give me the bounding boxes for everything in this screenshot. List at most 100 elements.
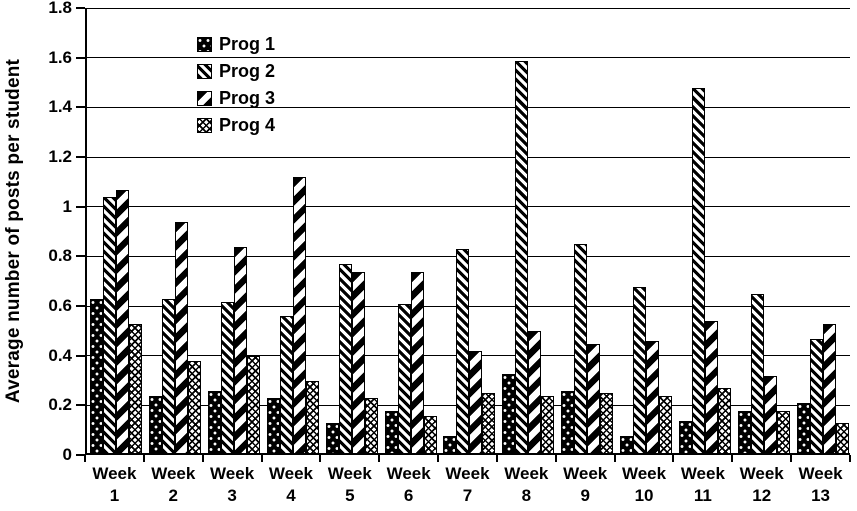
legend-label: Prog 4 [219, 115, 276, 135]
bar-prog-3 [469, 351, 483, 453]
x-label-line1: Week [210, 464, 255, 483]
y-tick-label: 0 [62, 445, 72, 464]
bar-group-week-10 [617, 286, 676, 453]
bar-group-week-13 [793, 323, 852, 453]
x-tick-mark [319, 455, 322, 462]
x-label-line2: 3 [227, 486, 237, 505]
y-tick-mark [76, 404, 85, 407]
y-tick-mark [76, 156, 85, 158]
y-tick-mark [76, 7, 85, 9]
y-tick-label: 1 [62, 196, 72, 216]
legend-item-prog-2: Prog 2 [197, 58, 275, 85]
bar-prog-1 [502, 373, 516, 453]
x-label-line1: Week [151, 464, 196, 483]
x-tick-label: Week 6 [379, 463, 438, 507]
y-tick-label: 0.6 [48, 296, 72, 315]
y-tick-mark [76, 56, 85, 59]
bar-prog-3 [822, 323, 836, 453]
bar-prog-3 [528, 331, 542, 453]
x-label-line1: Week [739, 464, 784, 483]
x-tick-label: Week 8 [497, 463, 556, 507]
bar-prog-4 [423, 415, 437, 453]
legend-label: Prog 3 [219, 88, 276, 108]
bar-prog-2 [515, 60, 529, 453]
bar-prog-1 [620, 435, 634, 453]
x-label-line2: 1 [109, 486, 120, 505]
x-tick-label: Week 10 [615, 463, 674, 507]
x-tick-mark [378, 455, 381, 462]
bar-prog-3 [704, 321, 718, 453]
bar-prog-1 [443, 435, 457, 453]
x-tick-label: Week 13 [791, 463, 850, 507]
y-tick-mark [76, 354, 85, 357]
bar-prog-2 [456, 249, 470, 453]
x-tick-label: Week 4 [262, 463, 321, 507]
bar-prog-3 [116, 189, 130, 453]
bar-group-week-1 [87, 189, 146, 453]
bar-prog-2 [574, 244, 588, 453]
bar-prog-4 [717, 388, 731, 453]
bar-group-week-5 [322, 264, 381, 453]
bar-prog-4 [364, 398, 378, 453]
bar-prog-3 [587, 343, 601, 453]
legend-item-prog-3: Prog 3 [197, 85, 275, 112]
bar-prog-1 [325, 423, 339, 453]
bar-group-week-3 [205, 246, 264, 453]
x-label-line1: Week [680, 464, 725, 483]
bar-prog-4 [600, 393, 614, 453]
x-tick-mark [554, 455, 557, 462]
gridline [87, 106, 850, 108]
y-tick-label: 0.4 [48, 345, 72, 365]
x-label-line2: 13 [811, 486, 831, 505]
gridline [87, 57, 850, 59]
x-label-line2: 6 [403, 486, 414, 505]
legend-swatch-diamond-check [197, 118, 212, 133]
x-label-line2: 12 [752, 486, 772, 505]
bar-prog-2 [397, 304, 411, 453]
bar-prog-1 [678, 420, 692, 453]
bar-prog-3 [175, 222, 189, 453]
x-tick-mark [495, 455, 498, 462]
x-label-line2: 5 [345, 486, 355, 505]
x-tick-label: Week 12 [732, 463, 791, 507]
x-tick-mark [849, 455, 851, 462]
y-tick-label: 1.8 [48, 0, 72, 17]
y-tick-label: 1.6 [48, 47, 72, 67]
x-label-line1: Week [92, 464, 137, 483]
x-label-line2: 8 [521, 486, 532, 505]
x-tick-mark [437, 455, 440, 462]
bar-prog-3 [292, 177, 306, 453]
bar-group-week-6 [381, 271, 440, 453]
x-label-line1: Week [386, 464, 431, 483]
bar-prog-4 [776, 410, 790, 453]
bar-prog-3 [234, 246, 248, 453]
x-tick-mark [672, 455, 675, 462]
x-tick-label: Week 2 [144, 463, 203, 507]
x-tick-label: Week 7 [438, 463, 497, 507]
bar-group-week-11 [675, 87, 734, 453]
y-tick-mark [76, 305, 85, 307]
bar-prog-1 [208, 390, 222, 453]
legend-label: Prog 1 [219, 34, 276, 54]
bar-group-week-7 [440, 249, 499, 453]
bar-prog-2 [633, 286, 647, 453]
x-tick-mark [84, 455, 86, 462]
y-tick-label: 0.8 [48, 246, 72, 266]
legend-label: Prog 2 [219, 61, 276, 81]
x-tick-mark [201, 455, 204, 462]
bar-prog-1 [737, 410, 751, 453]
bar-prog-4 [541, 395, 555, 453]
x-tick-label: Week 9 [556, 463, 615, 507]
x-tick-mark [731, 455, 734, 462]
bar-prog-4 [305, 380, 319, 453]
x-label-line1: Week [445, 464, 490, 483]
bar-prog-1 [561, 390, 575, 453]
bar-group-week-4 [264, 177, 323, 453]
x-label-line2: 9 [580, 486, 590, 505]
bar-prog-2 [279, 316, 293, 453]
bar-prog-3 [763, 376, 777, 453]
bar-prog-4 [835, 423, 849, 453]
bar-prog-4 [659, 395, 673, 453]
y-tick-mark [76, 255, 85, 258]
